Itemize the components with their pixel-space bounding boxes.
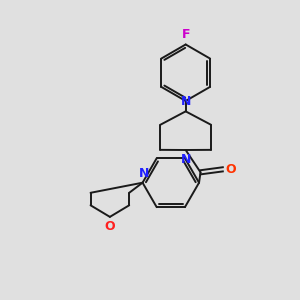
Text: N: N (181, 153, 191, 166)
Text: N: N (181, 95, 191, 108)
Text: N: N (139, 167, 149, 180)
Text: F: F (182, 28, 190, 41)
Text: O: O (225, 163, 236, 176)
Text: O: O (105, 220, 115, 233)
